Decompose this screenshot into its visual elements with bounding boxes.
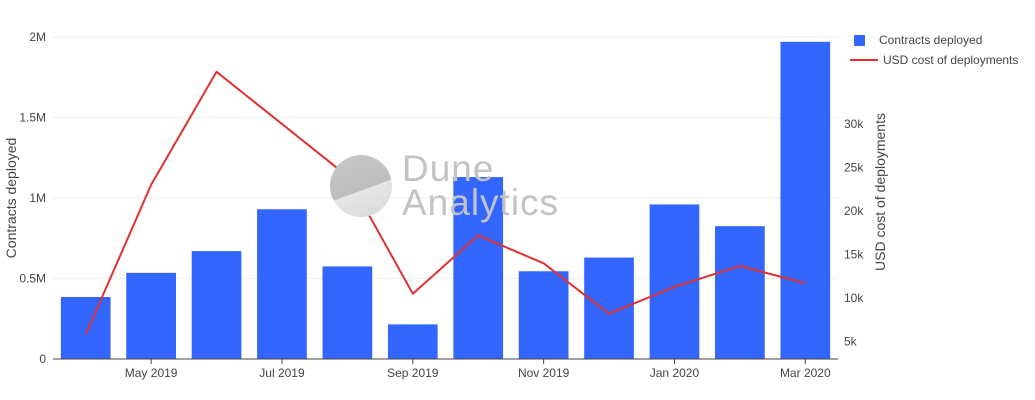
right-tick-label: 5k	[844, 335, 858, 349]
bar-oct-2019[interactable]	[453, 177, 504, 359]
left-tick-label: 0.5M	[19, 272, 46, 286]
bar-series-contracts	[60, 41, 831, 360]
axes: 0 0.5M 1M 1.5M 2M 5k 10k 15k 20k 25k 30k May 2019 Ju…	[19, 30, 864, 380]
legend-label-usd-cost: USD cost of deployments	[883, 53, 1019, 67]
x-tick-label: Mar 2020	[780, 366, 831, 380]
line-point-nov-2019[interactable]	[541, 260, 547, 266]
bar-apr-2019[interactable]	[60, 297, 111, 359]
left-tick-label: 2M	[29, 30, 46, 44]
line-series-usd-cost	[83, 69, 808, 338]
legend-label-contracts: Contracts deployed	[879, 33, 983, 47]
line-point-mar-2020[interactable]	[802, 280, 808, 286]
line-point-may-2019[interactable]	[148, 182, 154, 188]
left-tick-label: 1M	[29, 191, 46, 205]
line-point-sep-2019[interactable]	[410, 291, 416, 297]
left-axis-title: Contracts deployed	[3, 138, 19, 259]
bar-jul-2019[interactable]	[257, 209, 307, 359]
line-point-apr-2019[interactable]	[83, 332, 89, 338]
legend-bar-swatch-icon	[854, 34, 865, 46]
line-point-aug-2019[interactable]	[344, 173, 350, 179]
right-tick-label: 15k	[844, 248, 864, 262]
line-point-jul-2019[interactable]	[279, 121, 285, 127]
right-axis-title: USD cost of deployments	[872, 113, 888, 271]
bar-sep-2019[interactable]	[387, 324, 438, 359]
legend-item-usd-cost[interactable]: USD cost of deployments	[850, 50, 1018, 70]
bar-mar-2020[interactable]	[780, 41, 831, 360]
left-tick-label: 1.5M	[19, 111, 46, 125]
right-tick-label: 20k	[844, 204, 864, 218]
line-point-jan-2020[interactable]	[671, 284, 677, 290]
line-point-feb-2020[interactable]	[737, 263, 743, 269]
right-tick-label: 10k	[844, 291, 864, 305]
line-point-dec-2019[interactable]	[606, 311, 612, 317]
x-tick-label: Jul 2019	[259, 366, 305, 380]
x-tick-label: Sep 2019	[387, 366, 439, 380]
left-tick-label: 0	[39, 352, 46, 366]
usd-cost-line[interactable]	[84, 70, 806, 336]
right-tick-label: 25k	[844, 161, 864, 175]
x-tick-label: Jan 2020	[650, 366, 700, 380]
bar-dec-2019[interactable]	[584, 257, 634, 359]
legend-item-contracts[interactable]: Contracts deployed	[850, 30, 1018, 50]
grid-lines	[53, 36, 838, 279]
x-tick-label: Nov 2019	[518, 366, 570, 380]
bar-nov-2019[interactable]	[518, 271, 569, 359]
legend-line-swatch-icon	[850, 59, 878, 61]
line-point-oct-2019[interactable]	[475, 232, 481, 238]
x-tick-label: May 2019	[125, 366, 178, 380]
bar-jun-2019[interactable]	[191, 251, 242, 359]
line-point-jun-2019[interactable]	[214, 69, 220, 75]
right-tick-label: 30k	[844, 117, 864, 131]
bar-may-2019[interactable]	[126, 272, 176, 359]
bar-feb-2020[interactable]	[715, 226, 765, 359]
legend: Contracts deployed USD cost of deploymen…	[850, 30, 1018, 70]
bar-aug-2019[interactable]	[322, 266, 373, 359]
